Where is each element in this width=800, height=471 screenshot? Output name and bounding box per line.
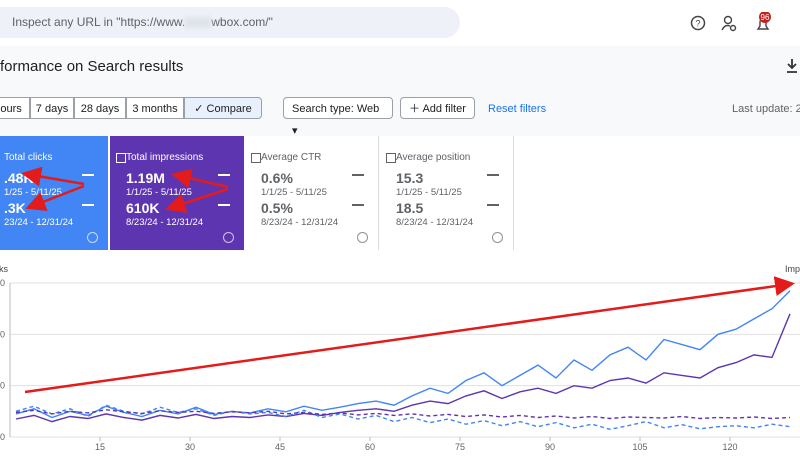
badge bbox=[759, 12, 771, 23]
search-type[interactable]: Search type: Web ▾ bbox=[283, 97, 393, 137]
download-icon[interactable] bbox=[786, 58, 800, 74]
help-icon[interactable] bbox=[357, 232, 368, 243]
settings-icon[interactable] bbox=[721, 15, 737, 32]
card-label: Average position bbox=[396, 152, 471, 163]
metric-card[interactable]: Average position 15.3 1/1/25 - 5/11/25 18.5… bbox=[380, 136, 514, 250]
help-icon[interactable] bbox=[223, 232, 234, 243]
add-filter[interactable]: ＋ Add filter bbox=[400, 97, 475, 119]
previous-value: 610K bbox=[126, 200, 160, 216]
search-bar[interactable] bbox=[0, 7, 460, 38]
current-range: 1/25 - 5/11/25 bbox=[4, 187, 62, 198]
y-tick-label: 100 bbox=[0, 381, 5, 391]
date-filter-text: hours bbox=[0, 103, 22, 115]
dashed-legend bbox=[82, 204, 94, 206]
current-range: 1/1/25 - 5/11/25 bbox=[126, 187, 192, 198]
blur bbox=[185, 17, 212, 29]
checkbox bbox=[116, 153, 126, 163]
date-filter[interactable]: 7 days bbox=[30, 97, 74, 119]
help-glyph: ? bbox=[695, 19, 700, 29]
current-range: 1/1/25 - 5/11/25 bbox=[261, 187, 327, 198]
add-filter-text: Add filter bbox=[422, 103, 466, 115]
series-line bbox=[15, 290, 791, 419]
current-value: 0.6% bbox=[261, 170, 293, 186]
card-label: Total impressions bbox=[126, 152, 204, 163]
current-value: 15.3 bbox=[396, 170, 424, 186]
date-filter-text: 7 days bbox=[35, 103, 69, 115]
dashed-legend bbox=[352, 204, 364, 206]
card-label: Average CTR bbox=[261, 152, 322, 163]
current-value: .48K bbox=[4, 170, 34, 186]
dashed-legend bbox=[218, 204, 230, 206]
check: ✓ bbox=[194, 103, 207, 115]
previous-range: 8/23/24 - 12/31/24 bbox=[396, 217, 474, 228]
dashed-legend bbox=[487, 204, 499, 206]
x-tick-label: 30 bbox=[185, 442, 195, 452]
solid-legend bbox=[352, 174, 364, 176]
solid-legend bbox=[82, 174, 94, 176]
help-icon[interactable] bbox=[87, 232, 98, 243]
last-update: Last update: 2. bbox=[732, 103, 800, 115]
x-tick-label: 105 bbox=[632, 442, 647, 452]
series-line bbox=[15, 313, 791, 423]
previous-value: 18.5 bbox=[396, 200, 424, 216]
current-range: 1/1/25 - 5/11/25 bbox=[396, 187, 462, 198]
previous-value: 0.5% bbox=[261, 200, 293, 216]
date-filter-text: 28 days bbox=[80, 103, 120, 115]
y-tick-label: 0 bbox=[0, 432, 5, 442]
badge-count: 96 bbox=[761, 13, 770, 22]
x-tick-label: 90 bbox=[545, 442, 555, 452]
chart: cks Imp 0 100 200 300 15 30 45 60 75 90 105 120 bbox=[0, 264, 800, 452]
y-axis-label: cks bbox=[0, 264, 9, 274]
x-tick-label: 120 bbox=[722, 442, 737, 452]
checkbox bbox=[386, 153, 396, 163]
metric-card[interactable]: Total impressions 1.19M 1/1/25 - 5/11/25 61… bbox=[110, 136, 244, 250]
page-title: formance on Search results bbox=[0, 58, 184, 75]
search-text-start: Inspect any URL in "https://www. bbox=[12, 15, 186, 29]
date-filter[interactable]: 28 days bbox=[74, 97, 126, 119]
x-tick-label: 60 bbox=[365, 442, 375, 452]
current-value: 1.19M bbox=[126, 170, 165, 186]
card-label: Total clicks bbox=[4, 152, 53, 163]
metric-card[interactable]: Total clicks .48K 1/25 - 5/11/25 .3K 23/24 -… bbox=[0, 136, 108, 250]
y2-axis-label: Imp bbox=[785, 264, 800, 274]
y-tick-label: 200 bbox=[0, 329, 5, 339]
checkbox bbox=[251, 153, 261, 163]
date-filter-text: Compare bbox=[206, 103, 252, 115]
help-icon[interactable] bbox=[690, 15, 706, 31]
date-filter[interactable]: ✓ Compare bbox=[184, 97, 262, 119]
previous-range: 8/23/24 - 12/31/24 bbox=[126, 217, 204, 228]
solid-legend bbox=[218, 174, 230, 176]
date-filter[interactable]: 3 months bbox=[126, 97, 184, 119]
x-tick-label: 45 bbox=[275, 442, 285, 452]
previous-value: .3K bbox=[4, 200, 26, 216]
toolbar-icons: ? 96 bbox=[690, 12, 771, 32]
search-text-end: wbox.com/" bbox=[211, 15, 273, 29]
x-tick-label: 75 bbox=[455, 442, 465, 452]
previous-range: 23/24 - 12/31/24 bbox=[4, 217, 74, 228]
date-filter-text: 3 months bbox=[132, 103, 178, 115]
date-filter[interactable]: hours bbox=[0, 97, 30, 119]
content-bg bbox=[0, 46, 800, 136]
y-tick-label: 300 bbox=[0, 278, 5, 288]
reset-filters[interactable]: Reset filters bbox=[488, 103, 547, 115]
help-icon[interactable] bbox=[492, 232, 503, 243]
metric-card[interactable]: Average CTR 0.6% 1/1/25 - 5/11/25 0.5% 8/23/… bbox=[245, 136, 379, 250]
search-text: Inspect any URL in "https://www. wbox.com… bbox=[12, 15, 273, 29]
previous-range: 8/23/24 - 12/31/24 bbox=[261, 217, 339, 228]
x-tick-label: 15 bbox=[95, 442, 105, 452]
solid-legend bbox=[487, 174, 499, 176]
search-type-text: Search type: Web bbox=[292, 103, 380, 115]
